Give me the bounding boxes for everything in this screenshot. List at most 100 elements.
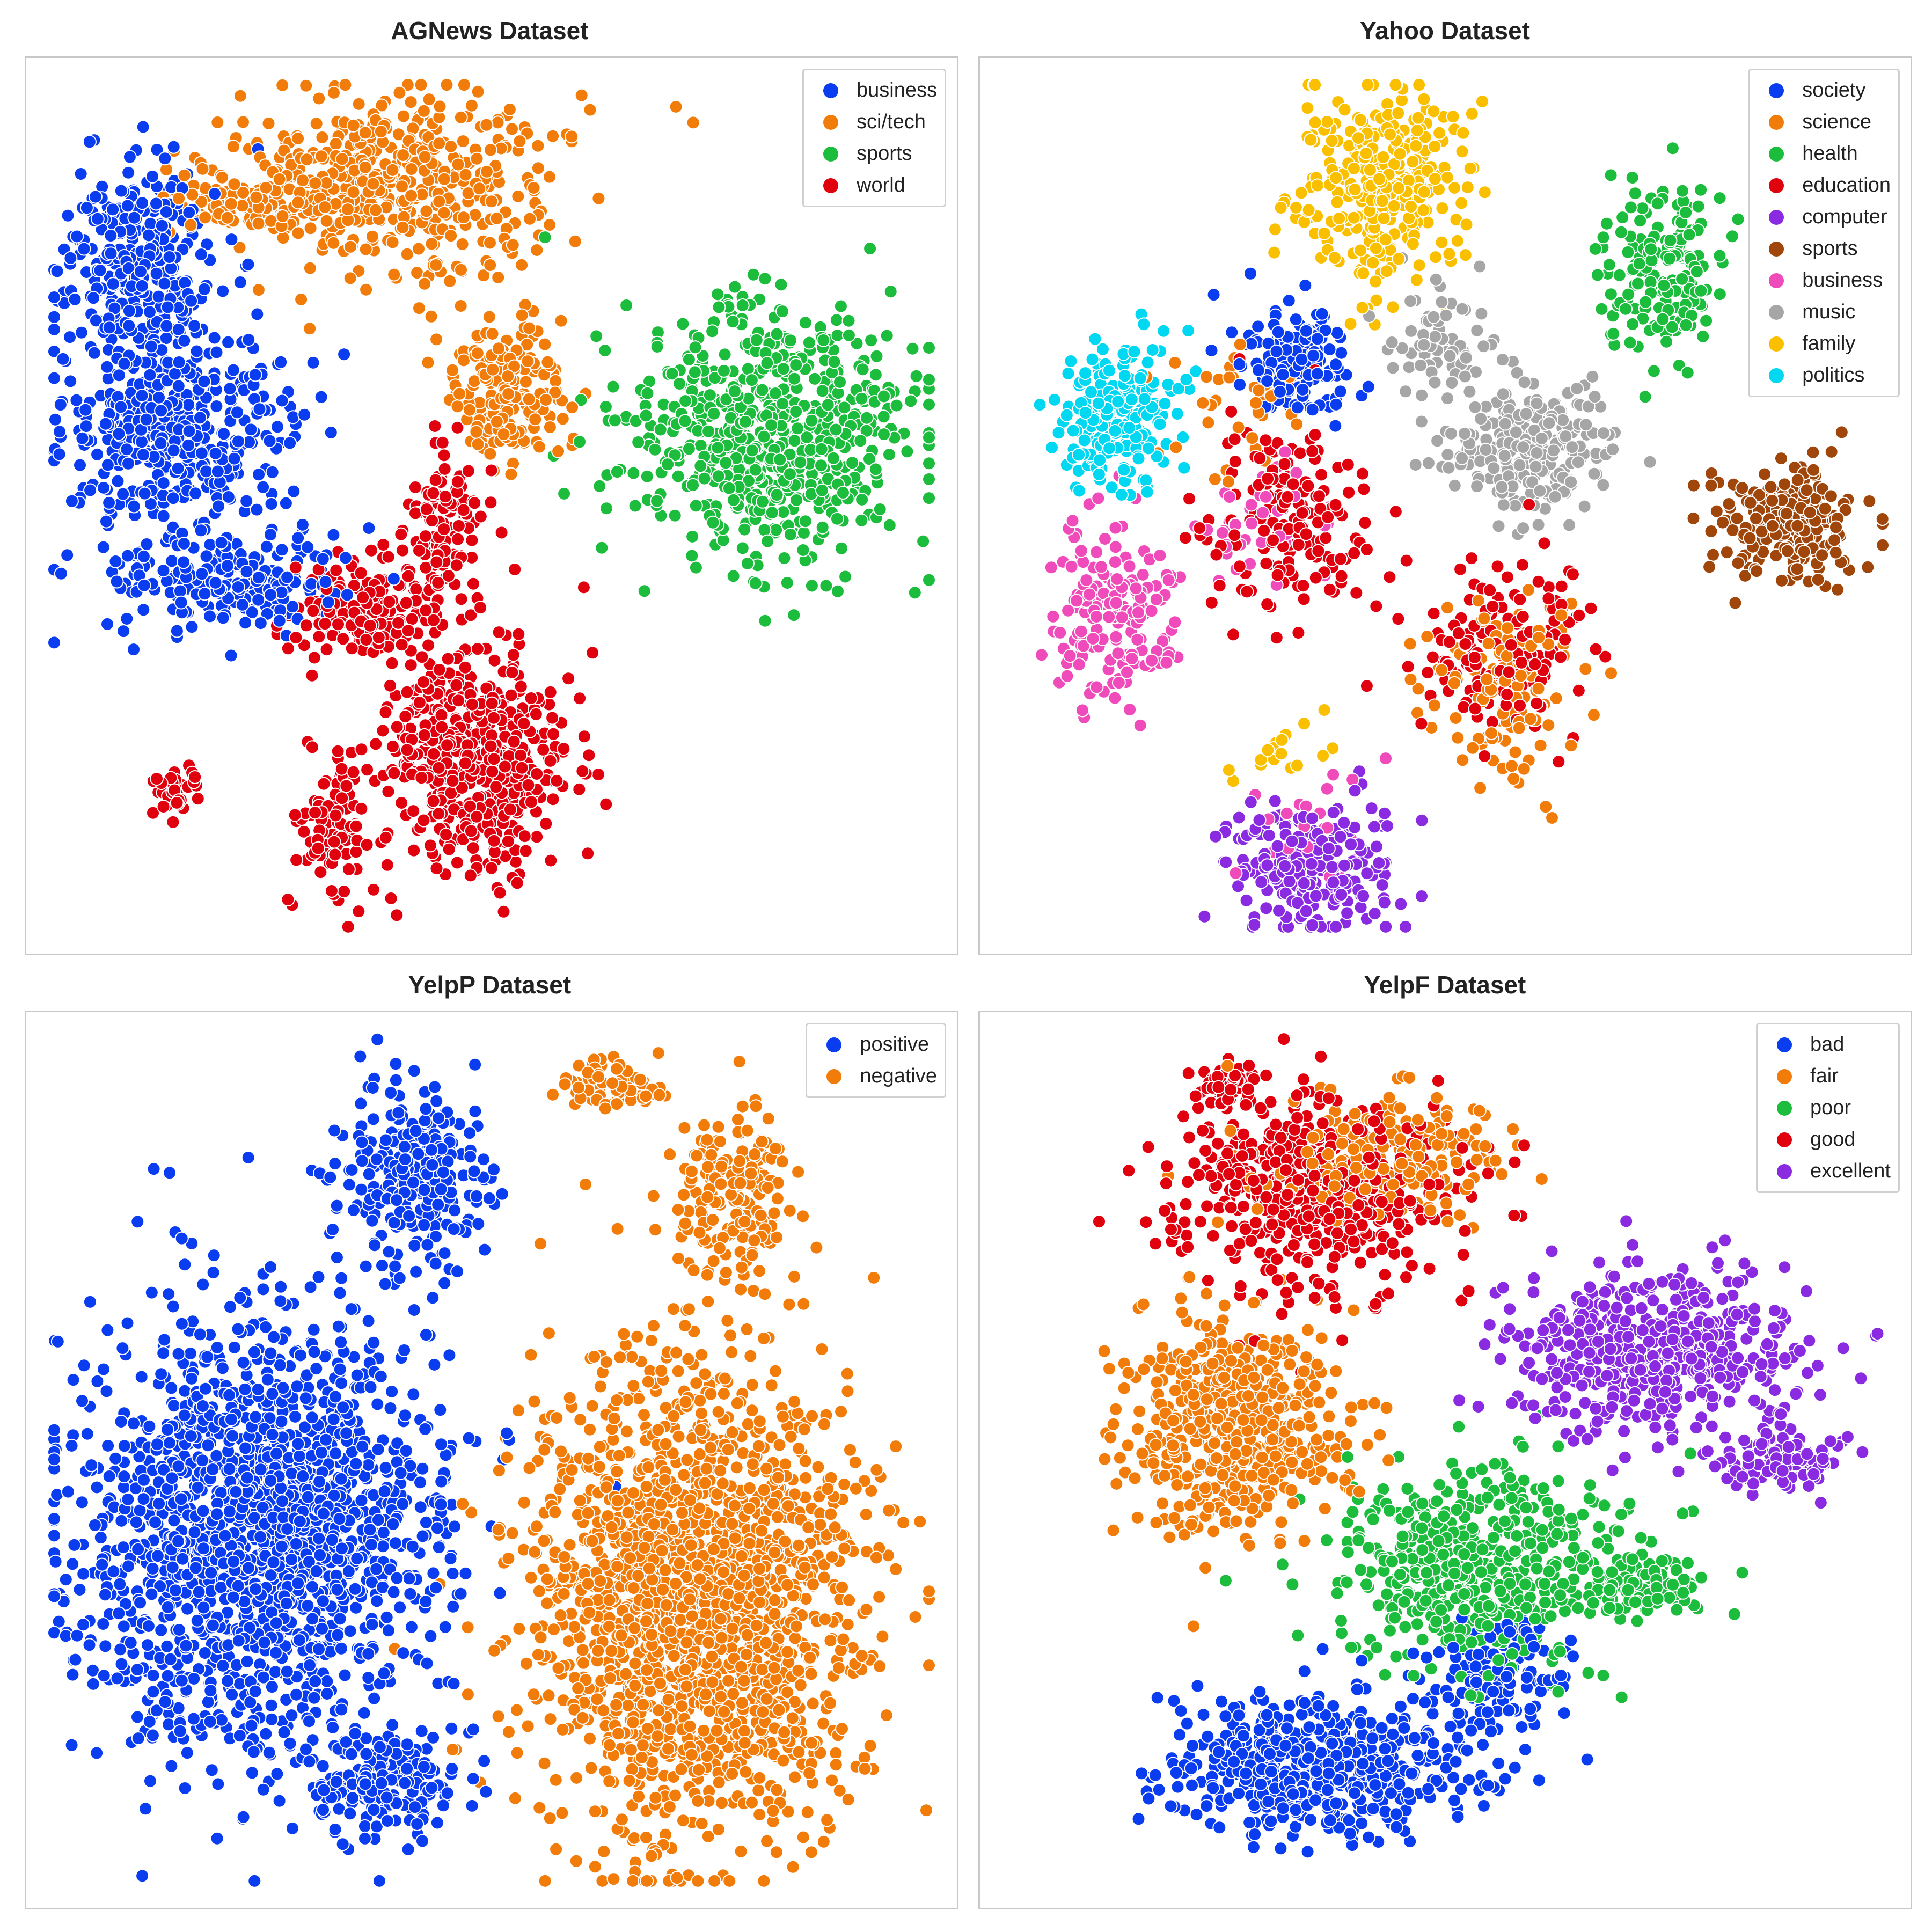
scatter-point-family [1261, 743, 1275, 757]
scatter-point-health [1725, 229, 1739, 244]
scatter-point-business [193, 411, 207, 425]
scatter-point-business [1061, 603, 1075, 618]
scatter-point-politics [1158, 397, 1172, 411]
scatter-point-world [521, 778, 536, 792]
scatter-point-business [96, 540, 111, 554]
scatter-point-family [1369, 293, 1384, 308]
scatter-point-sci-tech [314, 149, 328, 164]
scatter-point-world [307, 650, 321, 665]
scatter-point-business [197, 587, 212, 601]
scatter-point-sci-tech [198, 210, 213, 225]
scatter-point-business [135, 435, 149, 449]
scatter-point-world [473, 601, 488, 615]
scatter-point-world [550, 773, 564, 788]
scatter-point-world [398, 709, 413, 724]
scatter-point-sports [922, 341, 936, 355]
scatter-point-politics [1140, 355, 1155, 370]
scatter-point-sports [796, 543, 810, 557]
scatter-point-sci-tech [224, 196, 238, 211]
scatter-point-sports [814, 458, 828, 473]
scatter-point-sci-tech [374, 125, 388, 139]
scatter-point-politics [1051, 426, 1066, 440]
scatter-point-sci-tech [506, 238, 520, 252]
scatter-point-sci-tech [532, 440, 546, 454]
scatter-point-world [561, 671, 576, 686]
scatter-point-sci-tech [396, 148, 411, 162]
scatter-point-education [1369, 599, 1384, 613]
scatter-point-sci-tech [387, 267, 401, 282]
scatter-point-sports [1876, 538, 1890, 552]
scatter-point-business [172, 355, 186, 369]
scatter-point-sci-tech [358, 126, 372, 140]
scatter-point-politics [1176, 430, 1190, 444]
scatter-point-sports [775, 397, 790, 411]
scatter-point-sci-tech [479, 118, 494, 132]
scatter-point-business [306, 355, 320, 370]
scatter-point-sci-tech [686, 115, 700, 130]
scatter-point-world [518, 844, 533, 858]
scatter-point-world [428, 473, 443, 487]
scatter-point-sports [678, 394, 693, 408]
scatter-point-health [1604, 168, 1618, 182]
scatter-point-sports [735, 541, 750, 555]
scatter-point-sports [1752, 488, 1766, 502]
scatter-point-business [1089, 680, 1104, 694]
scatter-point-sports [864, 333, 879, 348]
scatter-point-sports [1687, 478, 1701, 493]
scatter-point-sci-tech [454, 262, 468, 277]
scatter-point-sports [789, 405, 803, 419]
scatter-point-sports [784, 333, 797, 348]
chart-title: Yahoo Dataset [1360, 17, 1530, 45]
scatter-point-sci-tech [483, 447, 497, 461]
scatter-point-sci-tech [294, 292, 309, 306]
scatter-point-world [543, 685, 558, 699]
scatter-point-business [264, 497, 279, 511]
scatter-point-world [437, 462, 452, 476]
scatter-point-sci-tech [548, 374, 563, 388]
scatter-point-sports [904, 394, 918, 408]
scatter-point-sci-tech [303, 321, 317, 336]
scatter-point-health [1691, 199, 1706, 214]
scatter-point-sci-tech [583, 103, 597, 117]
scatter-point-business [63, 251, 78, 265]
scatter-point-sci-tech [440, 78, 454, 92]
scatter-point-business [188, 486, 203, 501]
scatter-point-business [171, 461, 185, 475]
scatter-point-business [100, 458, 115, 472]
scatter-point-sci-tech [375, 98, 389, 113]
scatter-point-family [1320, 115, 1334, 129]
scatter-point-education [1311, 544, 1326, 558]
scatter-point-science [1517, 762, 1531, 776]
scatter-point-music [1441, 460, 1456, 475]
scatter-point-business [153, 436, 168, 450]
scatter-point-sports [922, 491, 936, 506]
scatter-point-world [435, 720, 449, 734]
scatter-point-world [289, 853, 304, 867]
scatter-point-world [454, 592, 469, 606]
scatter-point-business [262, 434, 277, 448]
scatter-point-sports [748, 576, 763, 590]
scatter-point-business [149, 266, 164, 281]
scatter-point-sports [557, 486, 572, 501]
scatter-point-family [1289, 200, 1303, 215]
scatter-point-business [127, 642, 141, 657]
scatter-point-education [1598, 649, 1613, 664]
scatter-point-business [70, 229, 84, 244]
scatter-point-sports [598, 400, 613, 414]
scatter-point-sports [722, 481, 736, 495]
scatter-point-business [252, 402, 267, 416]
scatter-point-sci-tech [464, 98, 479, 113]
scatter-point-business [63, 330, 77, 345]
scatter-point-business [74, 325, 89, 340]
scatter-point-sports [1834, 425, 1849, 440]
scatter-point-business [79, 201, 94, 215]
legend-marker [823, 83, 839, 98]
scatter-point-sci-tech [486, 362, 500, 377]
scatter-point-world [396, 543, 410, 558]
scatter-point-family [1316, 749, 1330, 763]
scatter-point-family [1412, 258, 1426, 273]
scatter-point-science [1196, 396, 1210, 410]
scatter-point-politics [1139, 473, 1153, 488]
scatter-point-business [168, 367, 182, 381]
scatter-point-business [1098, 532, 1112, 546]
